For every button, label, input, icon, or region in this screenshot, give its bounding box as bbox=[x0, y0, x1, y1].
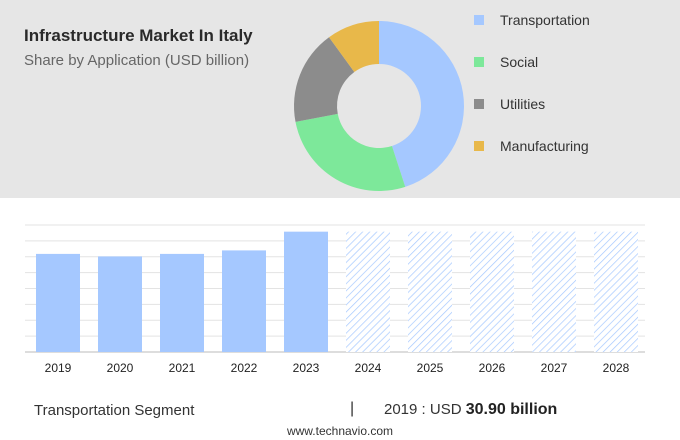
footer-value: 2019 : USD 30.90 billion bbox=[384, 401, 557, 419]
legend-swatch bbox=[474, 57, 484, 67]
donut-slice-social bbox=[295, 113, 406, 191]
legend-swatch bbox=[474, 15, 484, 25]
legend-item-manufacturing: Manufacturing bbox=[474, 137, 589, 155]
source-link[interactable]: www.technavio.com bbox=[286, 424, 394, 438]
legend-label: Transportation bbox=[500, 12, 590, 28]
footer-year-label: 2019 : USD bbox=[384, 401, 462, 418]
forecast-bar-2025 bbox=[408, 231, 452, 352]
footer-separator: | bbox=[350, 400, 355, 417]
legend-label: Utilities bbox=[500, 96, 546, 112]
x-tick-label: 2021 bbox=[169, 361, 196, 375]
donut-slice-transportation bbox=[379, 21, 465, 187]
x-tick-label: 2020 bbox=[107, 361, 134, 375]
bar-2019 bbox=[36, 253, 80, 352]
legend-swatch bbox=[474, 99, 484, 109]
legend-label: Social bbox=[500, 54, 539, 70]
x-tick-label: 2023 bbox=[293, 361, 320, 375]
legend-item-transportation: Transportation bbox=[474, 11, 590, 29]
bar-2020 bbox=[98, 256, 142, 352]
chart-title: Infrastructure Market In Italy bbox=[24, 26, 253, 45]
forecast-bar-2026 bbox=[470, 231, 514, 352]
x-tick-label: 2026 bbox=[479, 361, 506, 375]
x-tick-label: 2028 bbox=[603, 361, 630, 375]
forecast-bar-2027 bbox=[532, 231, 576, 352]
donut-chart bbox=[294, 21, 465, 191]
bar-2021 bbox=[160, 253, 204, 352]
footer-value-amount: 30.90 billion bbox=[465, 401, 558, 418]
x-tick-label: 2019 bbox=[45, 361, 72, 375]
footer-segment-label: Transportation Segment bbox=[34, 402, 195, 419]
bar-2023 bbox=[284, 231, 328, 352]
x-tick-label: 2022 bbox=[231, 361, 258, 375]
legend-item-utilities: Utilities bbox=[474, 95, 545, 113]
donut-slice-manufacturing bbox=[329, 21, 379, 73]
legend-swatch bbox=[474, 141, 484, 151]
forecast-bar-2024 bbox=[346, 231, 390, 352]
x-tick-label: 2024 bbox=[355, 361, 382, 375]
bar-2022 bbox=[222, 250, 266, 352]
legend-label: Manufacturing bbox=[500, 138, 589, 154]
forecast-bar-2028 bbox=[594, 231, 638, 352]
x-tick-label: 2027 bbox=[541, 361, 568, 375]
donut-slice-utilities bbox=[294, 37, 355, 122]
legend-item-social: Social bbox=[474, 53, 538, 71]
x-tick-label: 2025 bbox=[417, 361, 444, 375]
chart-subtitle: Share by Application (USD billion) bbox=[24, 52, 250, 69]
